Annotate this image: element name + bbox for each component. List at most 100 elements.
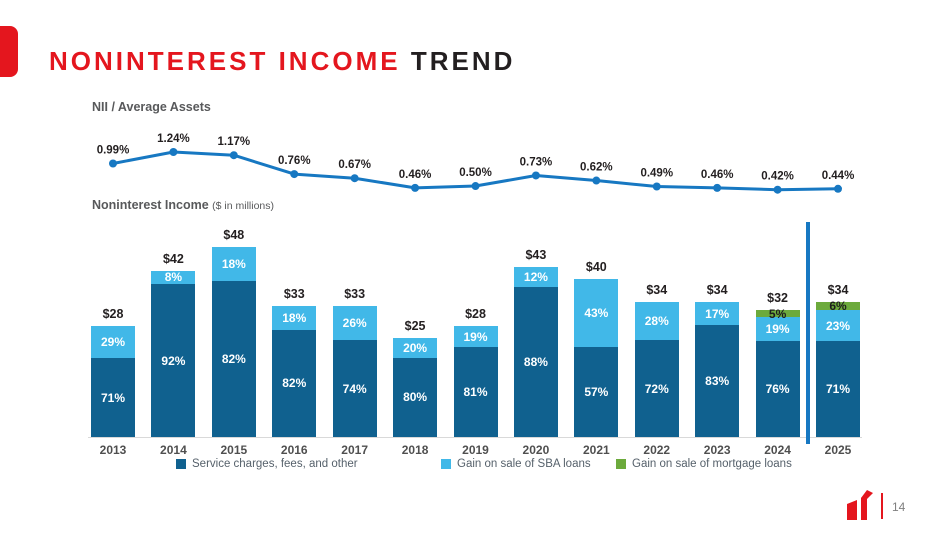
- legend-label: Gain on sale of SBA loans: [457, 458, 591, 470]
- segment-pct-label: 5%: [768, 306, 787, 321]
- x-axis-label: 2019: [462, 443, 489, 457]
- bar-total-label: $33: [344, 287, 366, 302]
- line-point-2019: [471, 182, 480, 191]
- bar-total-label: $34: [646, 283, 668, 298]
- line-point-2016: [290, 170, 299, 179]
- segment-pct-label: 26%: [342, 316, 367, 331]
- x-axis-line: [88, 437, 862, 438]
- segment-pct-label: 43%: [584, 305, 609, 320]
- bar-total-label: $48: [223, 228, 245, 242]
- segment-pct-label: 82%: [221, 352, 246, 367]
- line-value-label: 0.49%: [640, 168, 673, 180]
- line-value-label: 0.44%: [822, 170, 855, 182]
- line-point-2025: [834, 184, 843, 193]
- segment-pct-label: 88%: [523, 355, 548, 370]
- bar-2014: 92% 8%: [151, 270, 196, 437]
- legend-label: Service charges, fees, and other: [192, 458, 358, 470]
- bar-total-label: $34: [827, 283, 849, 298]
- bar-segment: 28%: [634, 302, 679, 341]
- bar-segment: 82%: [211, 281, 256, 437]
- footer-divider: [881, 493, 883, 519]
- segment-pct-label: 12%: [523, 269, 548, 284]
- x-axis-label: 2017: [341, 443, 368, 457]
- bar-segment: 26%: [332, 306, 377, 341]
- page-number: 14: [892, 500, 906, 514]
- line-point-2023: [713, 183, 722, 192]
- x-axis-label: 2020: [522, 443, 550, 457]
- segment-pct-label: 18%: [282, 311, 307, 326]
- bar-2021: 57% 43%: [574, 278, 619, 437]
- page-title: NONINTEREST INCOME TREND: [49, 46, 515, 77]
- bar-segment: 57%: [574, 346, 619, 437]
- bar-chart-title: Noninterest Income ($ in millions): [92, 198, 274, 212]
- segment-pct-label: 71%: [825, 382, 851, 397]
- bar-total-label: $43: [525, 247, 547, 262]
- segment-pct-label: 72%: [644, 381, 669, 396]
- segment-pct-label: 80%: [403, 390, 428, 405]
- x-axis-label: 2021: [582, 443, 610, 457]
- bar-segment: 76%: [755, 340, 800, 437]
- bar-segment: 71%: [91, 358, 135, 437]
- x-axis-label: 2022: [643, 443, 671, 457]
- line-value-label: 0.99%: [97, 145, 130, 157]
- segment-pct-label: 29%: [100, 335, 126, 350]
- bar-segment: 23%: [816, 310, 860, 342]
- bar-chart-title-sub: ($ in millions): [212, 200, 275, 212]
- company-logo-icon: [847, 490, 873, 520]
- bar-segment: 80%: [393, 357, 438, 437]
- bar-segment: 19%: [755, 316, 800, 341]
- line-value-label: 1.17%: [218, 136, 251, 148]
- bar-total-label: $25: [404, 319, 426, 334]
- bar-segment: 18%: [272, 306, 317, 330]
- bar-segment: 82%: [272, 329, 317, 437]
- line-point-2018: [411, 183, 420, 192]
- bar-segment: 83%: [695, 325, 740, 437]
- x-axis-label: 2018: [401, 443, 429, 457]
- legend-label: Gain on sale of mortgage loans: [632, 458, 792, 470]
- x-axis-label: 2025: [824, 443, 852, 457]
- line-point-2017: [350, 174, 359, 183]
- bar-segment: 12%: [513, 266, 558, 288]
- line-point-2014: [169, 148, 178, 156]
- legend-swatch-dark-blue: [176, 459, 186, 469]
- line-value-label: 0.46%: [399, 169, 432, 181]
- segment-pct-label: 92%: [161, 353, 186, 368]
- nii-line-chart: 0.99% 1.24% 1.17% 0.76% 0.67% 0.46% 0.50% 0.73%…: [97, 133, 855, 194]
- bar-total-label: $32: [767, 291, 788, 306]
- segment-pct-label: 28%: [644, 314, 669, 329]
- line-point-2015: [229, 151, 238, 160]
- bar-2024: 76% 19% 5%: [755, 308, 800, 437]
- bar-total-label: $34: [706, 283, 728, 298]
- bar-segment: 74%: [332, 340, 377, 437]
- slide-accent-tab: [0, 26, 18, 77]
- bar-2020: 88% 12%: [513, 266, 558, 437]
- line-value-label: 0.62%: [580, 162, 613, 174]
- legend-item-sba-loans: Gain on sale of SBA loans: [441, 458, 591, 470]
- segment-pct-label: 76%: [765, 381, 790, 396]
- bar-segment: 8%: [151, 270, 196, 285]
- line-point-2022: [652, 182, 661, 191]
- bar-segment: 20%: [393, 338, 438, 358]
- bar-2018: 80% 20%: [393, 338, 438, 437]
- bar-2015: 82% 18%: [211, 247, 256, 437]
- line-value-label: 0.67%: [338, 159, 371, 171]
- bar-segment: 5%: [755, 308, 800, 320]
- bar-2019: 81% 19%: [453, 326, 498, 437]
- segment-pct-label: 8%: [164, 270, 183, 285]
- bar-2013: 71% 29%: [91, 326, 135, 437]
- bar-total-label: $28: [102, 307, 124, 322]
- x-axis-label: 2015: [220, 443, 248, 457]
- segment-pct-label: 74%: [342, 381, 367, 396]
- line-point-2013: [109, 159, 117, 168]
- bar-segment: 71%: [816, 341, 860, 437]
- line-value-label: 0.76%: [278, 155, 311, 167]
- line-value-label: 0.46%: [701, 169, 734, 181]
- line-value-label: 0.73%: [520, 156, 553, 168]
- segment-pct-label: 17%: [705, 306, 730, 321]
- legend-swatch-green: [616, 459, 626, 469]
- legend-item-mortgage-loans: Gain on sale of mortgage loans: [616, 458, 792, 470]
- segment-pct-label: 83%: [705, 374, 730, 389]
- segment-pct-label: 71%: [100, 390, 126, 405]
- line-point-2020: [531, 171, 540, 180]
